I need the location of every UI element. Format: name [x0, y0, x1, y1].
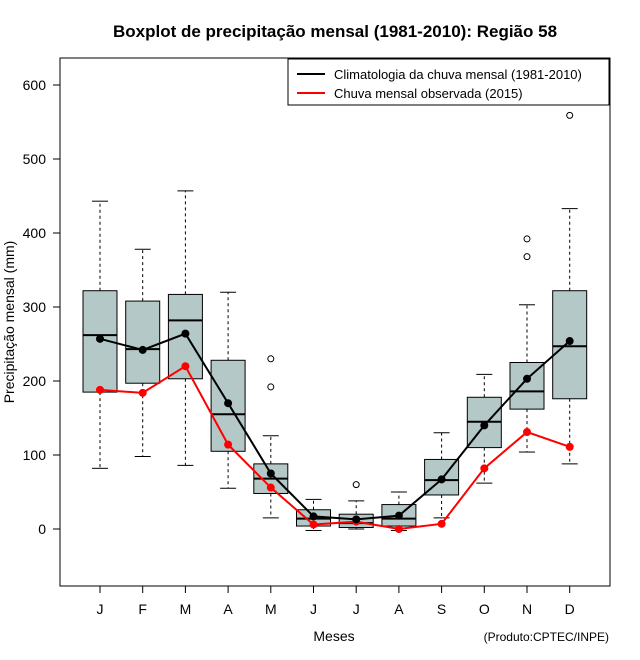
x-tick-label: A	[223, 601, 233, 617]
series-point-climatology	[352, 515, 361, 524]
series-point-observed	[266, 483, 275, 492]
box-iqr	[509, 362, 545, 410]
series-point-observed	[138, 388, 147, 397]
boxplot-month	[167, 190, 203, 466]
outlier-point	[523, 235, 531, 243]
series-point-climatology	[138, 345, 147, 354]
x-axis-label: Meses	[313, 628, 354, 644]
series-lines	[96, 329, 574, 533]
series-point-climatology	[309, 512, 318, 521]
series-point-observed	[437, 519, 446, 528]
legend-label-observed: Chuva mensal observada (2015)	[334, 86, 523, 101]
y-tick-label: 400	[23, 225, 47, 241]
series-point-climatology	[181, 329, 190, 338]
series-point-observed	[224, 440, 233, 449]
x-tick-label: J	[310, 601, 317, 617]
x-tick-label: F	[138, 601, 147, 617]
series-point-observed	[96, 385, 104, 394]
y-tick-label: 500	[23, 151, 47, 167]
series-point-observed	[394, 525, 403, 533]
boxplot-month	[125, 248, 161, 457]
series-point-observed	[480, 464, 489, 473]
box-group	[82, 111, 588, 531]
y-axis-label: Precipitação mensal (mm)	[1, 241, 17, 404]
boxplot-month	[552, 111, 588, 465]
x-tick-label: S	[437, 601, 446, 617]
series-point-observed	[309, 520, 318, 529]
x-tick-label: J	[97, 601, 104, 617]
chart-title: Boxplot de precipitação mensal (1981-201…	[113, 22, 557, 41]
y-tick-label: 200	[23, 373, 47, 389]
series-point-climatology	[437, 475, 446, 484]
boxplot-month	[82, 200, 118, 469]
outlier-point	[523, 253, 531, 261]
box-iqr	[125, 300, 161, 384]
y-axis: 0 100 200 300 400 500 600	[23, 77, 61, 537]
boxplot-month	[253, 355, 289, 519]
series-point-climatology	[96, 334, 104, 343]
boxplot-month	[424, 432, 460, 519]
x-tick-label: A	[394, 601, 404, 617]
legend: Climatologia da chuva mensal (1981-2010)…	[287, 58, 610, 106]
boxplot-month	[210, 291, 246, 489]
series-point-climatology	[565, 337, 574, 346]
x-tick-label: J	[353, 601, 360, 617]
y-tick-label: 600	[23, 77, 47, 93]
x-tick-label: O	[479, 601, 490, 617]
y-tick-label: 300	[23, 299, 47, 315]
footer-credit: (Produto:CPTEC/INPE)	[484, 630, 609, 644]
x-tick-label: M	[180, 601, 192, 617]
series-line-observed	[99, 364, 571, 531]
series-point-climatology	[523, 374, 531, 383]
boxplot-month	[381, 491, 417, 531]
outlier-point	[352, 481, 360, 489]
boxplot-month	[509, 235, 545, 453]
series-point-observed	[523, 428, 531, 437]
series-point-observed	[181, 362, 190, 371]
series-line-climatology	[99, 332, 571, 521]
y-tick-label: 0	[38, 521, 46, 537]
x-tick-label: D	[565, 601, 575, 617]
legend-box	[287, 58, 610, 106]
outlier-point	[267, 383, 275, 391]
series-point-climatology	[480, 421, 489, 430]
series-point-climatology	[394, 511, 403, 520]
series-point-climatology	[266, 469, 275, 478]
y-tick-label: 100	[23, 447, 47, 463]
x-tick-label: M	[265, 601, 277, 617]
series-point-climatology	[224, 399, 233, 408]
x-tick-label: N	[522, 601, 532, 617]
outlier-point	[267, 355, 275, 363]
outlier-point	[566, 111, 574, 119]
series-point-observed	[565, 442, 574, 451]
legend-label-climatology: Climatologia da chuva mensal (1981-2010)	[334, 67, 582, 82]
